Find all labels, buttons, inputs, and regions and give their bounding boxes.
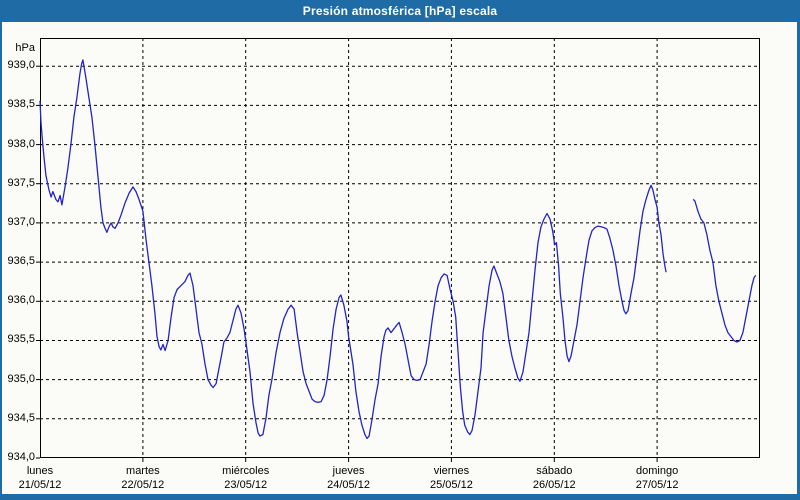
day-name: jueves [332,465,365,477]
x-day-label: martes 22/05/12 [95,464,191,492]
day-date: 27/05/12 [635,479,679,491]
day-date: 21/05/12 [18,479,62,491]
day-date: 24/05/12 [327,479,370,491]
day-date: 26/05/12 [532,479,576,491]
day-name: miércoles [222,465,270,477]
y-tick-label: 937,5 [7,176,35,189]
day-name: martes [126,465,160,477]
y-tick-label: 935,5 [7,333,35,346]
x-day-label: jueves 24/05/12 [301,464,397,492]
y-tick-label: 938,0 [7,137,35,150]
pressure-line [39,59,667,440]
window-title: Presión atmosférica [hPa] escala [302,4,498,18]
x-day-label: lunes 21/05/12 [0,464,88,492]
x-day-label: viernes 25/05/12 [403,464,499,492]
x-day-label: sábado 26/05/12 [506,464,602,492]
day-date: 22/05/12 [121,479,165,491]
y-tick-label: 938,5 [7,98,35,111]
pressure-line [692,198,757,343]
x-day-label: miércoles 23/05/12 [198,464,294,492]
day-date: 25/05/12 [430,479,473,491]
y-tick-label: 934,0 [7,451,35,463]
day-name: domingo [636,465,679,477]
plot-area [36,38,760,462]
day-name: lunes [26,465,54,477]
y-tick-label: 934,5 [7,411,35,424]
y-axis-unit-label: hPa [15,42,35,54]
window-border-right [797,22,800,494]
day-date: 23/05/12 [224,479,268,491]
y-tick-label: 937,0 [7,215,35,228]
y-tick-label: 935,0 [7,372,35,385]
y-tick-label: 939,0 [7,59,35,72]
window-border-left [0,22,2,494]
day-name: sábado [536,465,573,477]
title-bar: Presión atmosférica [hPa] escala [0,0,800,22]
y-tick-label: 936,5 [7,255,35,268]
window-border-bottom [0,494,800,500]
y-tick-label: 936,0 [7,294,35,307]
day-name: viernes [433,465,470,477]
x-day-label: domingo 27/05/12 [609,464,705,492]
